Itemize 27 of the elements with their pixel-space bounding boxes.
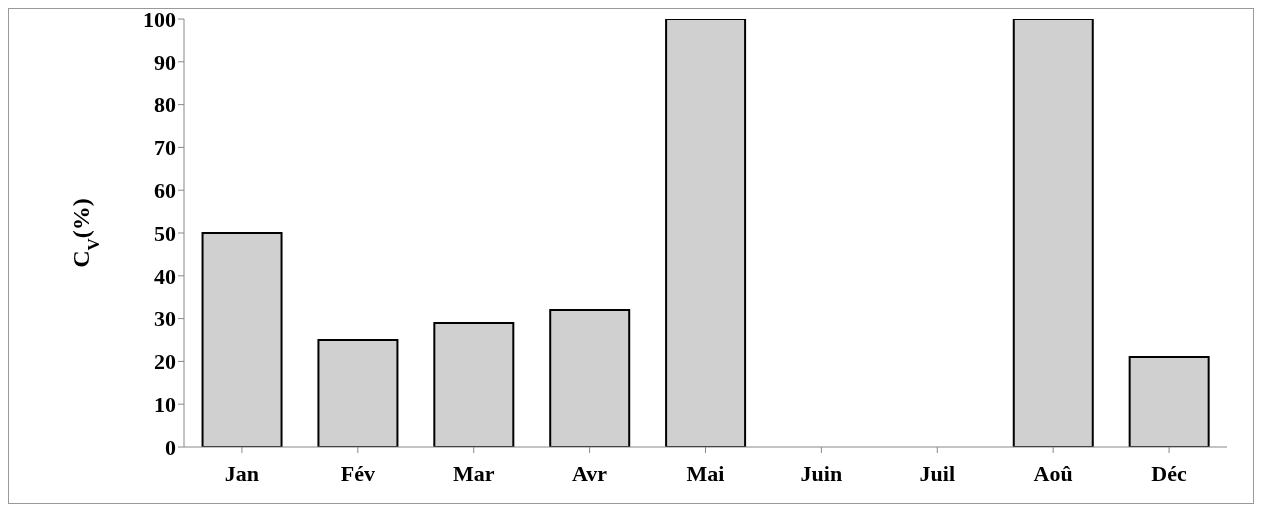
bar [1128,356,1210,447]
x-tick-label: Mai [686,460,725,486]
y-tick-label: 30 [154,306,176,332]
x-tick-label: Avr [572,460,608,486]
x-tick-label: Déc [1151,460,1187,486]
bar [433,321,515,447]
x-tick-label: Juil [919,460,956,486]
x-tick-label: Jan [224,460,260,486]
y-tick-label: 80 [154,92,176,118]
y-tick-label: 90 [154,49,176,75]
bar [1012,19,1094,447]
x-tick-label: Aoû [1033,460,1073,486]
y-tick-label: 60 [154,178,176,204]
y-tick-label: 70 [154,135,176,161]
bar [665,19,747,447]
x-tick-label: Mar [452,460,495,486]
y-tick-label: 100 [143,6,176,32]
bar [317,339,399,447]
bar [549,309,631,447]
y-tick-label: 40 [154,263,176,289]
y-tick-label: 0 [165,434,176,460]
y-tick-label: 50 [154,220,176,246]
y-tick-label: 20 [154,349,176,375]
y-tick-label: 10 [154,392,176,418]
x-tick-label: Fév [340,460,375,486]
x-tick-label: Juin [800,460,843,486]
bar [201,232,283,447]
